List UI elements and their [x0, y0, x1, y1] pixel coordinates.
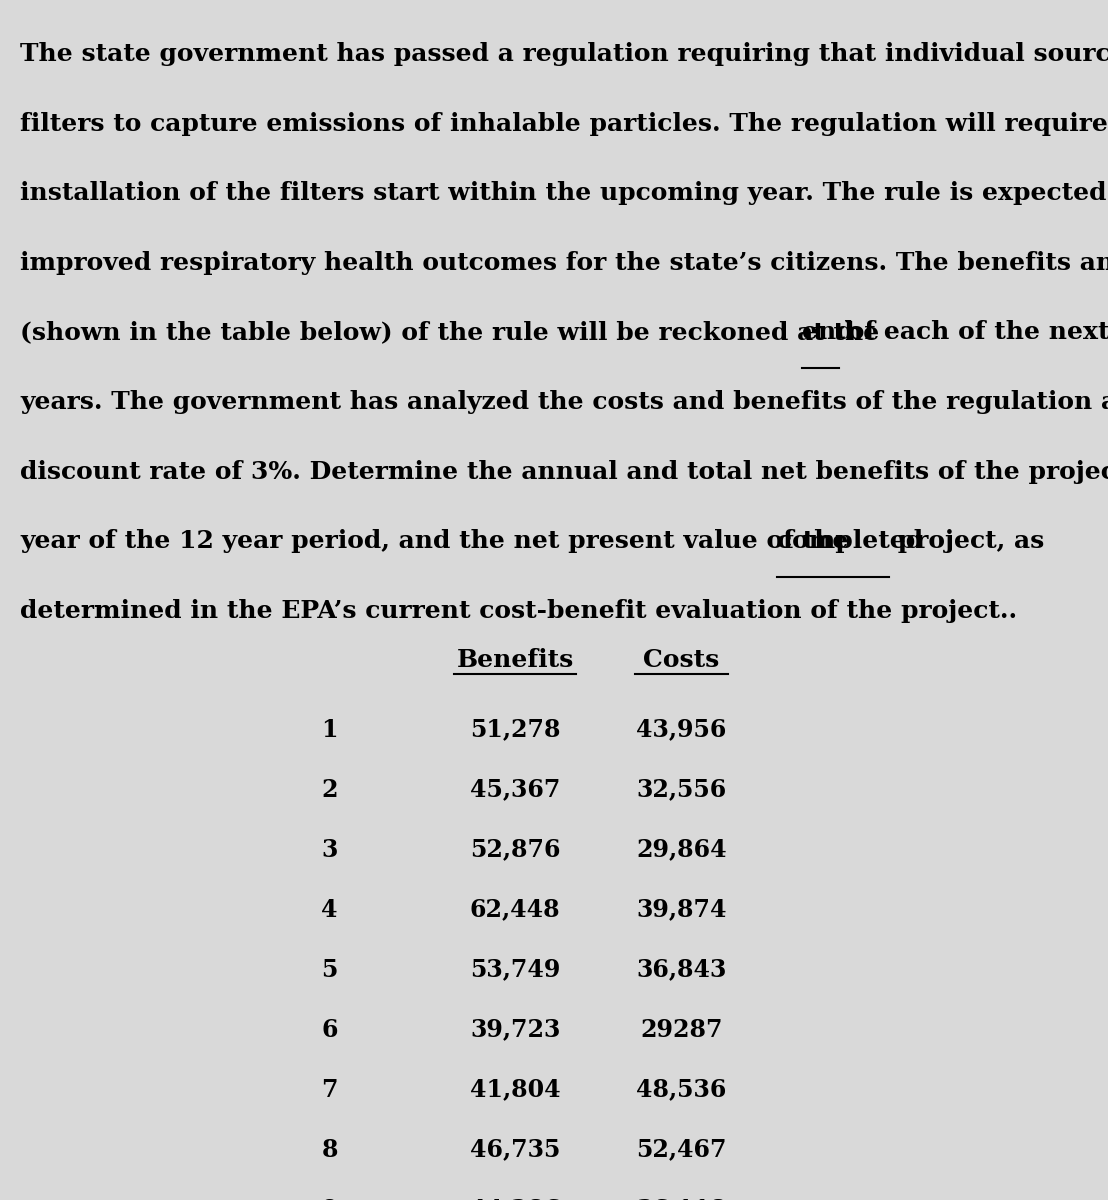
Text: completed: completed — [777, 529, 923, 553]
Text: 48,536: 48,536 — [636, 1078, 727, 1102]
Text: (shown in the table below) of the rule will be reckoned at the: (shown in the table below) of the rule w… — [20, 320, 888, 344]
Text: end: end — [802, 320, 853, 344]
Text: The state government has passed a regulation requiring that individual sources i: The state government has passed a regula… — [20, 42, 1108, 66]
Text: 46,735: 46,735 — [470, 1138, 561, 1162]
Text: filters to capture emissions of inhalable particles. The regulation will require: filters to capture emissions of inhalabl… — [20, 112, 1108, 136]
Text: 36,118: 36,118 — [636, 1198, 727, 1200]
Text: 43,956: 43,956 — [636, 718, 727, 742]
Text: 2: 2 — [321, 778, 338, 802]
Text: discount rate of 3%. Determine the annual and total net benefits of the project : discount rate of 3%. Determine the annua… — [20, 460, 1108, 484]
Text: 4: 4 — [321, 898, 338, 922]
Text: of each of the next 12: of each of the next 12 — [839, 320, 1108, 344]
Text: 51,278: 51,278 — [470, 718, 561, 742]
Text: 6: 6 — [321, 1018, 338, 1042]
Text: 32,556: 32,556 — [636, 778, 727, 802]
Text: 9: 9 — [321, 1198, 338, 1200]
Text: determined in the EPA’s current cost-benefit evaluation of the project..: determined in the EPA’s current cost-ben… — [20, 599, 1017, 623]
Text: 44,286: 44,286 — [470, 1198, 561, 1200]
Text: 41,804: 41,804 — [470, 1078, 561, 1102]
Text: 3: 3 — [321, 838, 338, 862]
Text: 5: 5 — [321, 958, 338, 982]
Text: 7: 7 — [321, 1078, 338, 1102]
Text: 36,843: 36,843 — [636, 958, 727, 982]
Text: 52,876: 52,876 — [470, 838, 561, 862]
Text: 1: 1 — [321, 718, 338, 742]
Text: Costs: Costs — [644, 648, 719, 672]
Text: 29,864: 29,864 — [636, 838, 727, 862]
Text: installation of the filters start within the upcoming year. The rule is expected: installation of the filters start within… — [20, 181, 1108, 205]
Text: 39,874: 39,874 — [636, 898, 727, 922]
Text: project, as: project, as — [889, 529, 1044, 553]
Text: improved respiratory health outcomes for the state’s citizens. The benefits and : improved respiratory health outcomes for… — [20, 251, 1108, 275]
Text: 29287: 29287 — [640, 1018, 722, 1042]
Text: Benefits: Benefits — [456, 648, 574, 672]
Text: 52,467: 52,467 — [636, 1138, 727, 1162]
Text: 39,723: 39,723 — [470, 1018, 561, 1042]
Text: 8: 8 — [321, 1138, 338, 1162]
Text: 53,749: 53,749 — [470, 958, 561, 982]
Text: 45,367: 45,367 — [470, 778, 561, 802]
Text: 62,448: 62,448 — [470, 898, 561, 922]
Text: years. The government has analyzed the costs and benefits of the regulation at a: years. The government has analyzed the c… — [20, 390, 1108, 414]
Text: year of the 12 year period, and the net present value of the: year of the 12 year period, and the net … — [20, 529, 858, 553]
